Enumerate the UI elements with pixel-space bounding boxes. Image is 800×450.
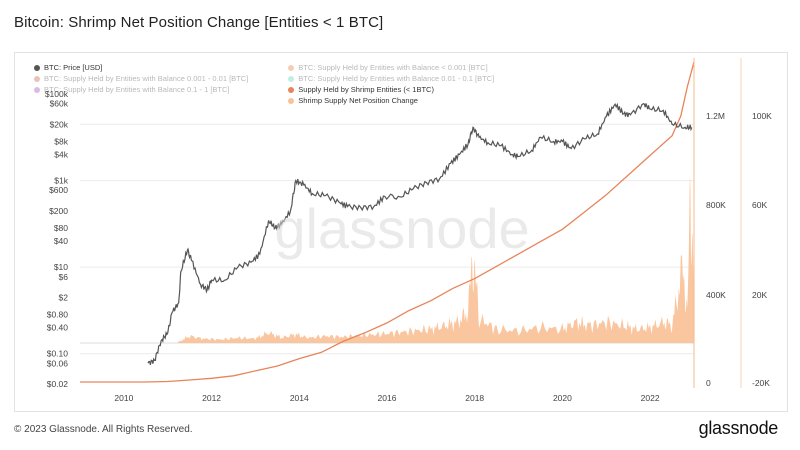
- y-left-tick-label: $80: [54, 223, 68, 233]
- legend-swatch: [288, 75, 295, 82]
- y-right2-tick-label: 100K: [752, 111, 772, 121]
- legend-label: BTC: Price [USD]: [44, 63, 103, 72]
- legend-swatch: [288, 86, 295, 93]
- y-left-tick-label: $0.02: [47, 379, 69, 389]
- legend-label: Supply Held by Shrimp Entities (< 1BTC): [298, 85, 434, 94]
- legend-label: BTC: Supply Held by Entities with Balanc…: [44, 85, 230, 94]
- y-right2-tick-label: 60K: [752, 200, 767, 210]
- y-right1-tick-label: 0: [706, 378, 711, 388]
- chart-panel: [14, 52, 788, 412]
- y-left-tick-label: $2: [59, 292, 69, 302]
- price-series: [147, 102, 693, 365]
- y-left-tick-label: $20k: [50, 119, 69, 129]
- y-right2-tick-label: 20K: [752, 290, 767, 300]
- y-left-tick-label: $0.80: [47, 310, 69, 320]
- shrimp-supply-series: [80, 61, 695, 383]
- net-change-area: [176, 176, 694, 343]
- legend-label: BTC: Supply Held by Entities with Balanc…: [44, 74, 249, 83]
- shrimp-supply-line: [80, 61, 695, 383]
- price-line: [147, 102, 693, 365]
- watermark: glassnode: [274, 197, 529, 260]
- y-right1-tick-label: 1.2M: [706, 111, 725, 121]
- y-left-tick-label: $10: [54, 262, 68, 272]
- y-left-tick-label: $4k: [54, 150, 68, 160]
- x-tick-label: 2014: [290, 393, 309, 403]
- chart-title: Bitcoin: Shrimp Net Position Change [Ent…: [14, 14, 384, 31]
- y-left-tick-label: $0.40: [47, 323, 69, 333]
- legend-item[interactable]: BTC: Supply Held by Entities with Balanc…: [34, 73, 248, 84]
- x-tick-label: 2020: [553, 393, 572, 403]
- legend-item[interactable]: Supply Held by Shrimp Entities (< 1BTC): [288, 84, 494, 95]
- legend-item[interactable]: BTC: Price [USD]: [34, 62, 248, 73]
- legend-columns: BTC: Price [USD] BTC: Supply Held by Enti…: [34, 62, 494, 106]
- y-left-tick-label: $200: [49, 206, 68, 216]
- y-left-tick-label: $1k: [54, 176, 68, 186]
- y-left-tick-label: $0.10: [47, 349, 69, 359]
- y-left-tick-label: $100k: [45, 89, 69, 99]
- legend-column: BTC: Price [USD] BTC: Supply Held by Enti…: [34, 62, 248, 106]
- x-tick-label: 2022: [641, 393, 660, 403]
- copyright-footer: © 2023 Glassnode. All Rights Reserved.: [14, 424, 193, 435]
- y-right1-tick-label: 800K: [706, 200, 726, 210]
- y-right2-tick-label: -20K: [752, 378, 770, 388]
- legend-swatch: [34, 86, 40, 93]
- brand-logo: glassnode: [698, 418, 779, 438]
- y-left-tick-label: $40: [54, 236, 68, 246]
- legend-swatch: [34, 64, 40, 71]
- axes: $100k$60k$20k$8k$4k$1k$600$200$80$40$10$…: [45, 58, 772, 403]
- y-right1-tick-label: 400K: [706, 290, 726, 300]
- y-left-tick-label: $6: [59, 272, 69, 282]
- legend-item[interactable]: BTC: Supply Held by Entities with Balanc…: [288, 73, 494, 84]
- legend-item[interactable]: Shrimp Supply Net Position Change: [288, 95, 494, 106]
- legend-item[interactable]: BTC: Supply Held by Entities with Balanc…: [34, 84, 248, 95]
- x-tick-label: 2010: [114, 393, 133, 403]
- legend-swatch: [288, 97, 295, 104]
- legend-swatch: [34, 75, 40, 82]
- y-left-tick-label: $8k: [54, 136, 68, 146]
- y-left-tick-label: $60k: [50, 99, 69, 109]
- legend-column: BTC: Supply Held by Entities with Balanc…: [288, 62, 494, 106]
- x-tick-label: 2012: [202, 393, 221, 403]
- legend: BTC: Price [USD] BTC: Supply Held by Enti…: [34, 62, 494, 106]
- legend-label: BTC: Supply Held by Entities with Balanc…: [298, 63, 488, 72]
- y-left-tick-label: $600: [49, 185, 68, 195]
- legend-label: BTC: Supply Held by Entities with Balanc…: [298, 74, 495, 83]
- legend-label: Shrimp Supply Net Position Change: [298, 96, 418, 105]
- x-tick-label: 2018: [465, 393, 484, 403]
- legend-swatch: [288, 64, 295, 71]
- x-tick-label: 2016: [378, 393, 397, 403]
- legend-item[interactable]: BTC: Supply Held by Entities with Balanc…: [288, 62, 494, 73]
- net-change-area-path: [176, 176, 694, 343]
- y-left-tick-label: $0.06: [47, 358, 69, 368]
